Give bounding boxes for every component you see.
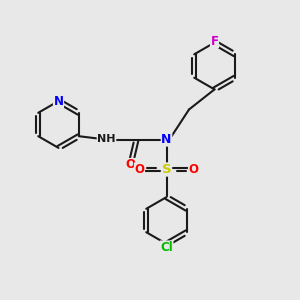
Text: O: O xyxy=(125,158,136,172)
Text: N: N xyxy=(161,133,172,146)
Text: O: O xyxy=(134,163,145,176)
Text: NH: NH xyxy=(97,134,116,145)
Text: F: F xyxy=(211,34,218,48)
Text: O: O xyxy=(188,163,199,176)
Text: Cl: Cl xyxy=(160,241,173,254)
Text: N: N xyxy=(53,94,64,108)
Text: S: S xyxy=(162,163,171,176)
